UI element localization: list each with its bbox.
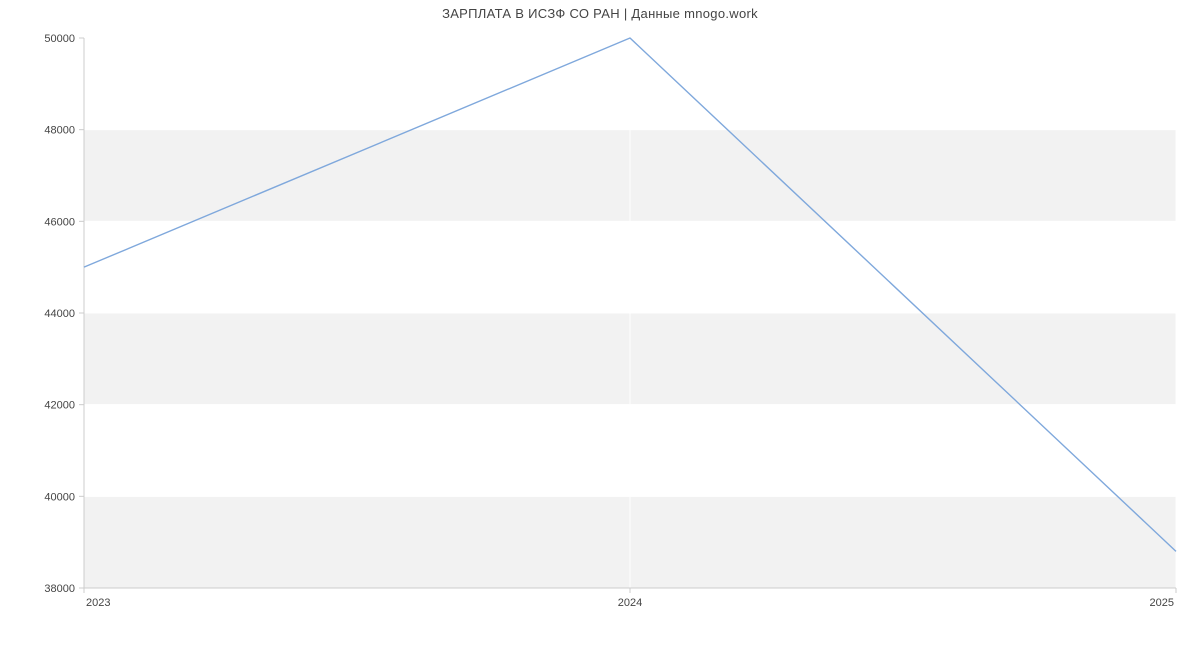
y-tick-label: 50000 [44, 33, 75, 45]
y-tick-label: 42000 [44, 400, 75, 412]
y-tick-label: 38000 [44, 583, 75, 595]
y-tick-label: 48000 [44, 125, 75, 137]
salary-line-chart: ЗАРПЛАТА В ИСЗФ СО РАН | Данные mnogo.wo… [0, 0, 1200, 650]
x-tick-label: 2024 [618, 597, 642, 609]
y-tick-label: 46000 [44, 216, 75, 228]
chart-svg: 38000 40000 42000 44000 46000 48000 50000 2023 2… [0, 0, 1200, 650]
y-tick-label: 44000 [44, 308, 75, 320]
y-tick-label: 40000 [44, 491, 75, 503]
x-tick-label: 2025 [1150, 597, 1174, 609]
x-tick-label: 2023 [86, 597, 110, 609]
